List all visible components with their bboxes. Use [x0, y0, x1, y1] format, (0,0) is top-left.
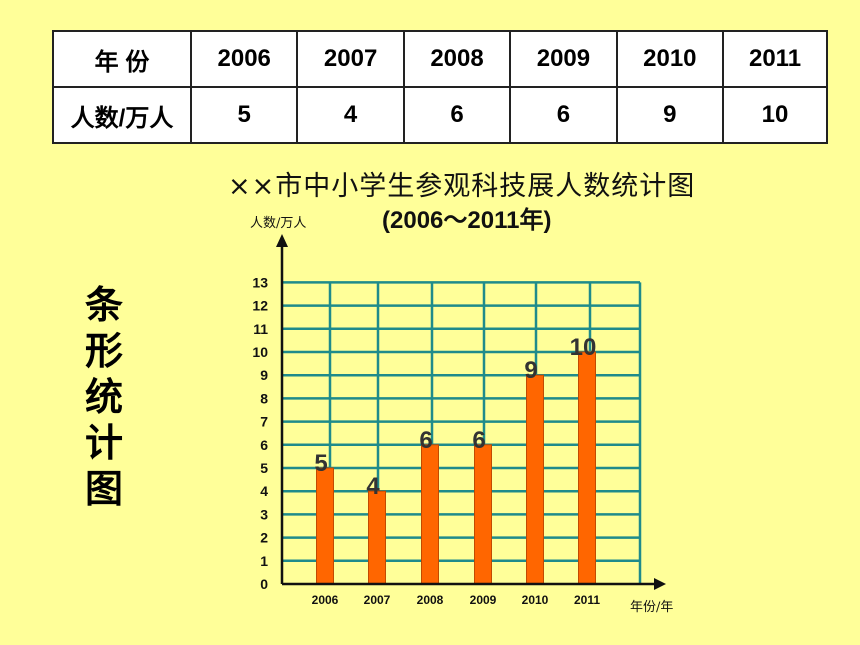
y-tick-label: 10 [252, 344, 268, 360]
y-tick-label: 6 [260, 437, 268, 453]
y-axis-arrow [276, 234, 288, 247]
year-cell: 2006 [189, 30, 299, 88]
year-cell: 2011 [722, 30, 828, 88]
count-cell: 6 [509, 86, 618, 144]
year-cell: 2010 [615, 30, 725, 88]
axes [276, 234, 666, 590]
y-tick-label: 9 [260, 367, 268, 383]
y-tick-label: 1 [260, 553, 268, 569]
side-title: 条形统计图 [84, 283, 123, 511]
y-tick-label: 2 [260, 530, 268, 546]
y-axis-title: 人数/万人 [250, 216, 306, 231]
data-label: 10 [570, 334, 597, 361]
data-label: 4 [366, 473, 380, 500]
bar [474, 444, 492, 585]
bar [368, 490, 386, 585]
x-tick-label: 2008 [417, 593, 444, 607]
count-cell: 6 [402, 86, 512, 144]
count-cell: 10 [722, 86, 828, 144]
bar [578, 351, 596, 585]
x-tick-label: 2009 [470, 593, 497, 607]
year-cell: 2008 [402, 30, 512, 88]
year-cell: 2007 [296, 30, 405, 88]
bar [526, 374, 544, 585]
bars [316, 351, 596, 585]
count-cell: 9 [615, 86, 725, 144]
count-cell: 4 [296, 86, 405, 144]
y-tick-label: 4 [260, 483, 268, 499]
bar [421, 444, 439, 585]
year-cell: 2009 [509, 30, 618, 88]
y-tick-label: 8 [260, 390, 268, 406]
chart-subtitle: (2006～2011年) [382, 207, 552, 234]
y-tick-label: 13 [252, 274, 268, 290]
y-tick-label: 11 [253, 321, 268, 337]
data-table: 年 份 2006 2007 2008 2009 2010 2011 人数/万人 … [52, 30, 828, 144]
y-tick-label: 0 [260, 576, 268, 592]
count-row: 人数/万人 5 4 6 6 9 10 [52, 86, 828, 144]
x-tick-label: 2011 [574, 593, 600, 607]
count-cell: 5 [189, 86, 299, 144]
y-tick-label: 3 [260, 506, 268, 522]
year-header-cell: 年 份 [52, 30, 192, 88]
count-header-cell: 人数/万人 [52, 86, 192, 144]
x-tick-label: 2007 [364, 593, 391, 607]
x-axis-arrow [654, 578, 666, 590]
data-label: 6 [419, 427, 432, 454]
y-tick-label: 12 [252, 298, 268, 314]
y-tick-label: 7 [260, 414, 268, 430]
bar [316, 467, 334, 585]
x-axis-title: 年份/年 [630, 600, 673, 615]
chart-title: ××市中小学生参观科技展人数统计图 [228, 171, 696, 202]
year-row: 年 份 2006 2007 2008 2009 2010 2011 [52, 30, 828, 88]
x-tick-label: 2010 [522, 593, 549, 607]
y-tick-label: 5 [260, 460, 268, 476]
data-label: 5 [314, 450, 327, 477]
data-label: 9 [524, 357, 537, 384]
x-tick-label: 2006 [312, 593, 339, 607]
data-label: 6 [472, 427, 485, 454]
